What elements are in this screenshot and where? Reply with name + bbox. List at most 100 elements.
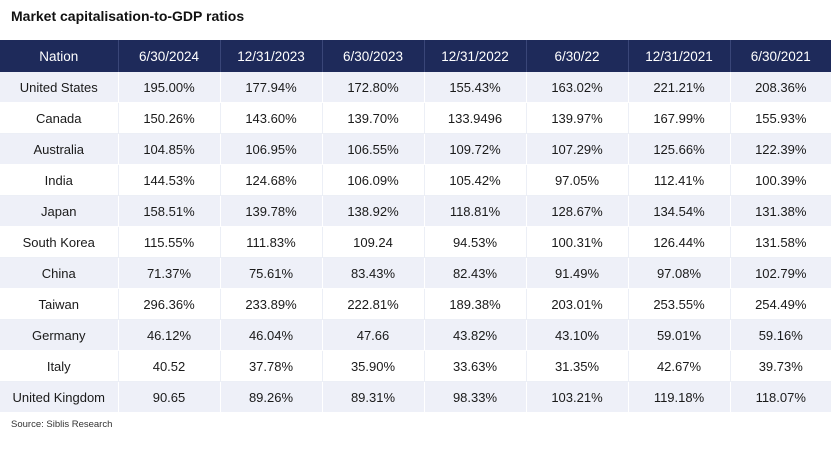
nation-cell: China	[0, 257, 119, 289]
ratio-cell: 98.33%	[424, 381, 527, 413]
nation-cell: Italy	[0, 350, 119, 382]
ratio-cell: 155.93%	[730, 102, 831, 134]
ratio-cell: 43.10%	[526, 319, 629, 351]
ratio-cell: 133.9496	[424, 102, 527, 134]
ratio-cell: 131.38%	[730, 195, 831, 227]
ratio-cell: 89.26%	[220, 381, 323, 413]
table-row: United States 195.00% 177.94% 172.80% 155.43…	[0, 72, 831, 103]
nation-cell: Canada	[0, 102, 119, 134]
ratio-cell: 172.80%	[322, 72, 425, 103]
ratio-cell: 100.39%	[730, 164, 831, 196]
ratio-cell: 208.36%	[730, 72, 831, 103]
ratio-cell: 155.43%	[424, 72, 527, 103]
ratio-cell: 43.82%	[424, 319, 527, 351]
table-row: Australia 104.85% 106.95% 106.55% 109.72% 107…	[0, 133, 831, 165]
column-header-date: 6/30/22	[526, 40, 629, 72]
ratio-cell: 221.21%	[628, 72, 731, 103]
ratio-cell: 167.99%	[628, 102, 731, 134]
ratio-cell: 138.92%	[322, 195, 425, 227]
table-body: United States 195.00% 177.94% 172.80% 155.43…	[0, 72, 831, 413]
ratio-cell: 122.39%	[730, 133, 831, 165]
ratio-cell: 100.31%	[526, 226, 629, 258]
ratio-cell: 111.83%	[220, 226, 323, 258]
ratio-cell: 59.01%	[628, 319, 731, 351]
ratio-cell: 33.63%	[424, 350, 527, 382]
table-row: Canada 150.26% 143.60% 139.70% 133.9496 139.9…	[0, 102, 831, 134]
ratio-cell: 37.78%	[220, 350, 323, 382]
table-row: Germany 46.12% 46.04% 47.66 43.82% 43.10% 59.0…	[0, 319, 831, 351]
ratio-cell: 139.97%	[526, 102, 629, 134]
market-cap-table: Nation 6/30/2024 12/31/2023 6/30/2023 12…	[0, 40, 831, 413]
ratio-cell: 112.41%	[628, 164, 731, 196]
nation-cell: South Korea	[0, 226, 119, 258]
ratio-cell: 94.53%	[424, 226, 527, 258]
ratio-cell: 109.24	[322, 226, 425, 258]
ratio-cell: 97.08%	[628, 257, 731, 289]
ratio-cell: 83.43%	[322, 257, 425, 289]
table-row: Japan 158.51% 139.78% 138.92% 118.81% 128.67%…	[0, 195, 831, 227]
nation-cell: United Kingdom	[0, 381, 119, 413]
ratio-cell: 89.31%	[322, 381, 425, 413]
ratio-cell: 254.49%	[730, 288, 831, 320]
ratio-cell: 125.66%	[628, 133, 731, 165]
ratio-cell: 139.78%	[220, 195, 323, 227]
ratio-cell: 102.79%	[730, 257, 831, 289]
table-row: India 144.53% 124.68% 106.09% 105.42% 97.05% 1…	[0, 164, 831, 196]
ratio-cell: 46.12%	[118, 319, 221, 351]
ratio-cell: 222.81%	[322, 288, 425, 320]
ratio-cell: 134.54%	[628, 195, 731, 227]
nation-cell: Taiwan	[0, 288, 119, 320]
column-header-nation: Nation	[0, 40, 119, 72]
nation-cell: India	[0, 164, 119, 196]
ratio-cell: 139.70%	[322, 102, 425, 134]
ratio-cell: 59.16%	[730, 319, 831, 351]
ratio-cell: 177.94%	[220, 72, 323, 103]
nation-cell: Germany	[0, 319, 119, 351]
ratio-cell: 109.72%	[424, 133, 527, 165]
ratio-cell: 150.26%	[118, 102, 221, 134]
nation-cell: Japan	[0, 195, 119, 227]
column-header-date: 12/31/2023	[220, 40, 323, 72]
ratio-cell: 104.85%	[118, 133, 221, 165]
column-header-date: 6/30/2023	[322, 40, 425, 72]
ratio-cell: 119.18%	[628, 381, 731, 413]
ratio-cell: 106.95%	[220, 133, 323, 165]
table-row: China 71.37% 75.61% 83.43% 82.43% 91.49% 97.08…	[0, 257, 831, 289]
ratio-cell: 107.29%	[526, 133, 629, 165]
ratio-cell: 105.42%	[424, 164, 527, 196]
ratio-cell: 106.09%	[322, 164, 425, 196]
column-header-date: 6/30/2021	[730, 40, 831, 72]
column-header-date: 12/31/2022	[424, 40, 527, 72]
ratio-cell: 253.55%	[628, 288, 731, 320]
ratio-cell: 126.44%	[628, 226, 731, 258]
page-title: Market capitalisation-to-GDP ratios	[11, 8, 245, 24]
column-header-date: 12/31/2021	[628, 40, 731, 72]
table-row: South Korea 115.55% 111.83% 109.24 94.53% 100…	[0, 226, 831, 258]
table-row: Taiwan 296.36% 233.89% 222.81% 189.38% 203.01…	[0, 288, 831, 320]
table-header-row: Nation 6/30/2024 12/31/2023 6/30/2023 12…	[0, 40, 831, 72]
ratio-cell: 128.67%	[526, 195, 629, 227]
ratio-cell: 71.37%	[118, 257, 221, 289]
ratio-cell: 131.58%	[730, 226, 831, 258]
source-note: Source: Siblis Research	[11, 419, 113, 430]
column-header-date: 6/30/2024	[118, 40, 221, 72]
ratio-cell: 106.55%	[322, 133, 425, 165]
nation-cell: Australia	[0, 133, 119, 165]
ratio-cell: 39.73%	[730, 350, 831, 382]
ratio-cell: 90.65	[118, 381, 221, 413]
ratio-cell: 103.21%	[526, 381, 629, 413]
ratio-cell: 46.04%	[220, 319, 323, 351]
ratio-cell: 40.52	[118, 350, 221, 382]
ratio-cell: 91.49%	[526, 257, 629, 289]
ratio-cell: 35.90%	[322, 350, 425, 382]
ratio-cell: 31.35%	[526, 350, 629, 382]
ratio-cell: 97.05%	[526, 164, 629, 196]
ratio-cell: 189.38%	[424, 288, 527, 320]
ratio-cell: 115.55%	[118, 226, 221, 258]
ratio-cell: 158.51%	[118, 195, 221, 227]
ratio-cell: 143.60%	[220, 102, 323, 134]
ratio-cell: 233.89%	[220, 288, 323, 320]
ratio-cell: 75.61%	[220, 257, 323, 289]
ratio-cell: 118.81%	[424, 195, 527, 227]
table-row: Italy 40.52 37.78% 35.90% 33.63% 31.35% 42.67%…	[0, 350, 831, 382]
